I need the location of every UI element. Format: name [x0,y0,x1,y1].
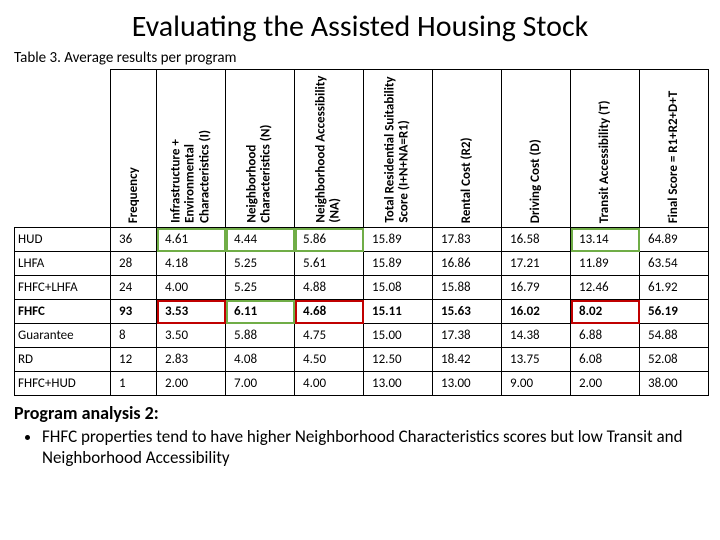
cell: 17.38 [433,324,502,348]
cell: 5.88 [226,324,295,348]
cell: 13.14 [571,228,640,252]
cell: 15.00 [364,324,433,348]
cell: 17.83 [433,228,502,252]
cell: 6.88 [571,324,640,348]
cell: 15.08 [364,276,433,300]
table-row: Guarantee83.505.884.7515.0017.3814.386.8… [15,324,709,348]
cell: 24 [111,276,157,300]
col-infrastructure: Infrastructure + Environmental Character… [157,70,226,228]
row-label: FHFC+HUD [15,372,111,396]
col-frequency: Frequency [111,70,157,228]
cell: 61.92 [640,276,709,300]
header-blank [15,70,111,228]
cell: 4.18 [157,252,226,276]
cell: 7.00 [226,372,295,396]
cell: 4.00 [295,372,364,396]
analysis-list: FHFC properties tend to have higher Neig… [14,426,706,469]
cell: 15.63 [433,300,502,324]
cell: 16.58 [502,228,571,252]
cell: 5.25 [226,276,295,300]
cell: 4.75 [295,324,364,348]
cell: 4.88 [295,276,364,300]
cell: 4.68 [295,300,364,324]
cell: 54.88 [640,324,709,348]
cell: 64.89 [640,228,709,252]
row-label: FHFC [15,300,111,324]
cell: 5.25 [226,252,295,276]
cell: 11.89 [571,252,640,276]
col-neighborhood-acc: Neighborhood Accessibility (NA) [295,70,364,228]
cell: 4.00 [157,276,226,300]
cell: 16.02 [502,300,571,324]
cell: 6.11 [226,300,295,324]
cell: 2.00 [571,372,640,396]
table-row: FHFC933.536.114.6815.1115.6316.028.0256.… [15,300,709,324]
cell: 17.21 [502,252,571,276]
cell: 3.50 [157,324,226,348]
analysis-heading: Program analysis 2: [14,402,706,424]
cell: 16.86 [433,252,502,276]
cell: 63.54 [640,252,709,276]
cell: 9.00 [502,372,571,396]
row-label: LHFA [15,252,111,276]
results-table: Frequency Infrastructure + Environmental… [14,69,709,396]
cell: 2.83 [157,348,226,372]
table-header-row: Frequency Infrastructure + Environmental… [15,70,709,228]
cell: 56.19 [640,300,709,324]
col-transit-acc: Transit Accessibility (T) [571,70,640,228]
cell: 36 [111,228,157,252]
col-final-score: Final Score = R1+R2+D+T [640,70,709,228]
cell: 13.00 [364,372,433,396]
page-title: Evaluating the Assisted Housing Stock [0,0,720,49]
cell: 5.61 [295,252,364,276]
cell: 4.44 [226,228,295,252]
cell: 3.53 [157,300,226,324]
analysis-bullet: FHFC properties tend to have higher Neig… [42,426,706,469]
row-label: Guarantee [15,324,111,348]
cell: 6.08 [571,348,640,372]
row-label: FHFC+LHFA [15,276,111,300]
col-driving-cost: Driving Cost (D) [502,70,571,228]
table-row: FHFC+HUD12.007.004.0013.0013.009.002.003… [15,372,709,396]
cell: 15.89 [364,252,433,276]
cell: 1 [111,372,157,396]
row-label: RD [15,348,111,372]
cell: 15.88 [433,276,502,300]
table-row: FHFC+LHFA244.005.254.8815.0815.8816.7912… [15,276,709,300]
cell: 15.89 [364,228,433,252]
cell: 14.38 [502,324,571,348]
cell: 12.50 [364,348,433,372]
row-label: HUD [15,228,111,252]
cell: 38.00 [640,372,709,396]
analysis-section: Program analysis 2: FHFC properties tend… [0,396,720,469]
cell: 4.08 [226,348,295,372]
table-caption: Table 3. Average results per program [0,49,720,69]
table-row: RD122.834.084.5012.5018.4213.756.0852.08 [15,348,709,372]
cell: 12.46 [571,276,640,300]
table-row: HUD364.614.445.8615.8917.8316.5813.1464.… [15,228,709,252]
cell: 16.79 [502,276,571,300]
cell: 2.00 [157,372,226,396]
cell: 4.50 [295,348,364,372]
cell: 28 [111,252,157,276]
cell: 93 [111,300,157,324]
cell: 8.02 [571,300,640,324]
col-neighborhood-char: Neighborhood Characteristics (N) [226,70,295,228]
cell: 13.75 [502,348,571,372]
cell: 13.00 [433,372,502,396]
cell: 15.11 [364,300,433,324]
cell: 12 [111,348,157,372]
cell: 5.86 [295,228,364,252]
cell: 52.08 [640,348,709,372]
col-total-suitability: Total Residential Suitability Score (I+N… [364,70,433,228]
table-row: LHFA284.185.255.6115.8916.8617.2111.8963… [15,252,709,276]
col-rental-cost: Rental Cost (R2) [433,70,502,228]
cell: 4.61 [157,228,226,252]
cell: 8 [111,324,157,348]
cell: 18.42 [433,348,502,372]
